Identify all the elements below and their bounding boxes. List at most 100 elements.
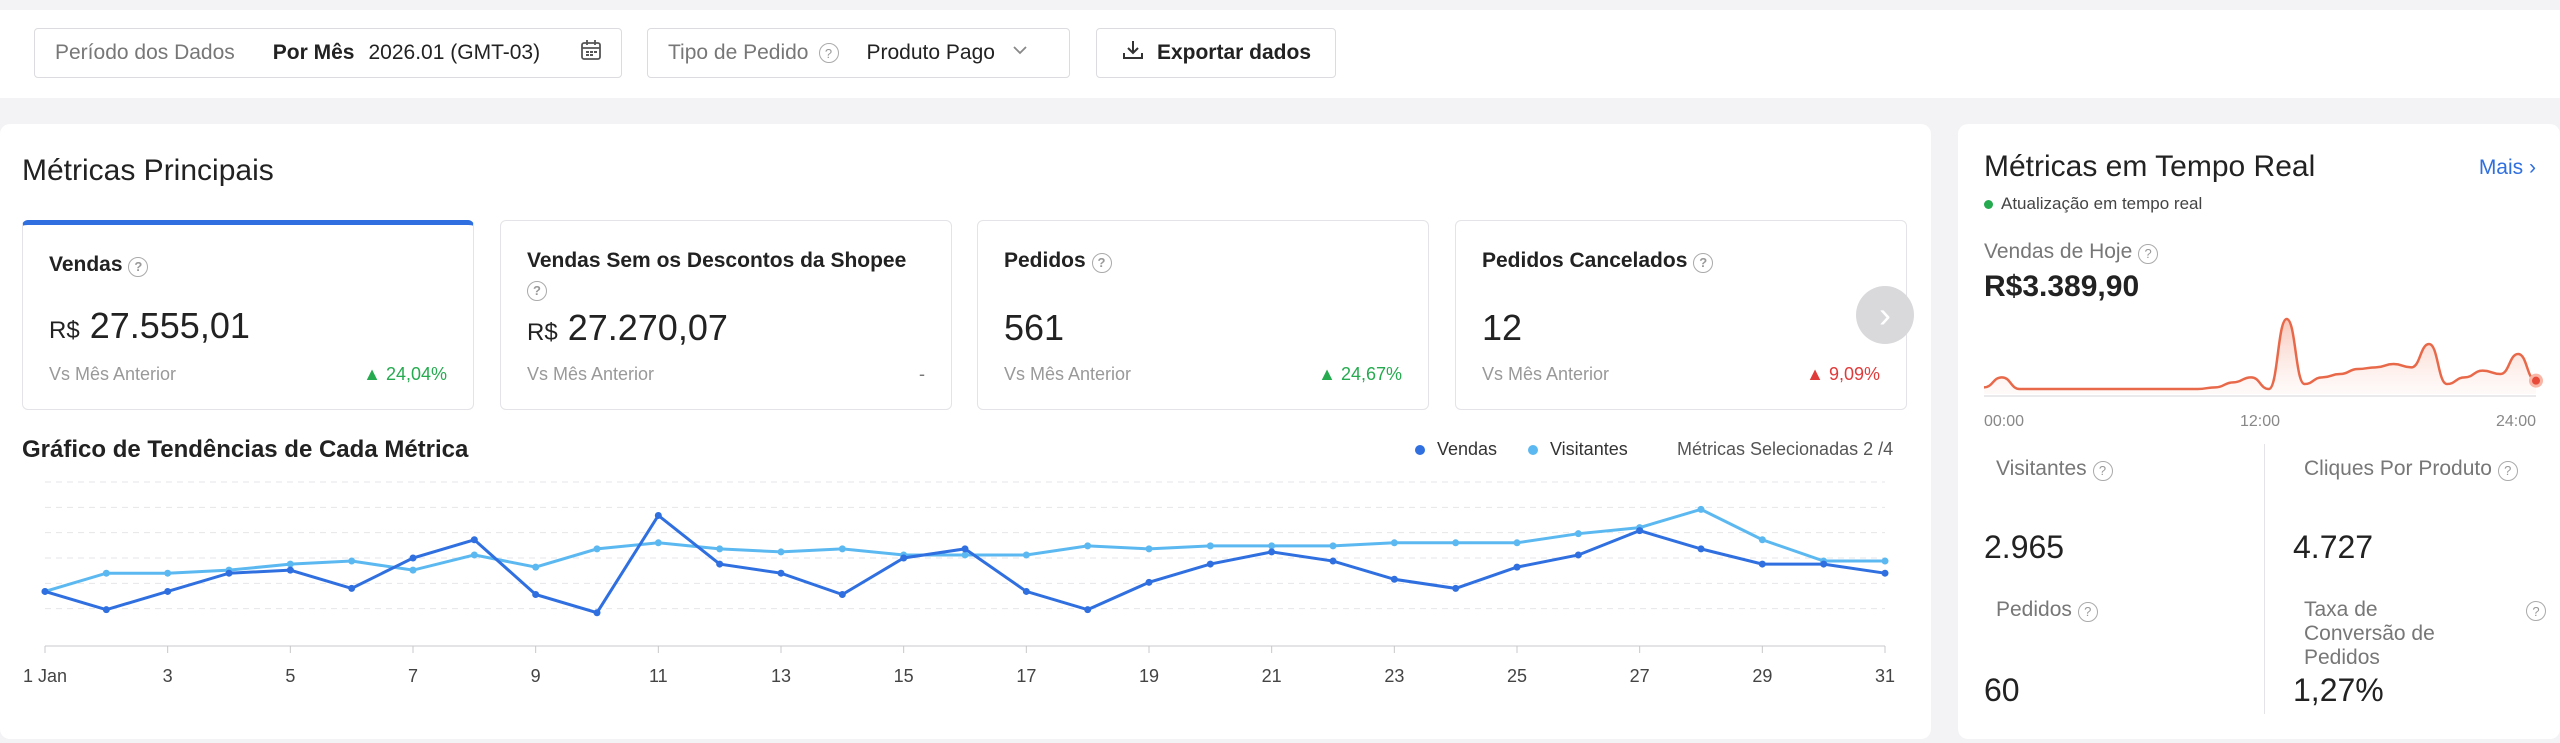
order-type-value: Produto Pago	[866, 41, 995, 64]
data-point-vendas	[1268, 548, 1276, 556]
period-mode: Por Mês	[272, 41, 355, 64]
next-cards-button[interactable]: ›	[1856, 286, 1914, 344]
metric-card-vendas[interactable]: Vendas ? R$ 27.555,01 Vs Mês Anterior ▲ …	[22, 220, 474, 410]
data-point-vendas	[1513, 563, 1521, 571]
x-tick-label: 7	[408, 666, 418, 686]
today-sales-sparkline: 00:00 12:00 24:00	[1983, 317, 2543, 430]
data-point-visitantes	[1881, 557, 1889, 565]
selected-metrics[interactable]: Métricas Selecionadas 2 /4	[1677, 439, 1894, 459]
period-value: 2026.01 (GMT-03)	[368, 41, 541, 64]
today-sales-label: Vendas de Hoje ?	[1984, 240, 2159, 264]
period-filter[interactable]: Período dos Dados Por Mês 2026.01 (GMT-0…	[34, 28, 622, 78]
sparkline-line	[1983, 317, 2537, 391]
x-tick-label: 25	[1507, 666, 1527, 686]
stat-label-text: Cliques Por Produto	[2304, 457, 2492, 480]
x-tick-label: 29	[1752, 666, 1772, 686]
card-currency: R$	[527, 319, 558, 346]
data-point-vendas	[470, 536, 478, 544]
data-point-vendas	[102, 606, 110, 614]
card-title: Pedidos	[1004, 249, 1086, 272]
help-icon[interactable]: ?	[128, 257, 149, 277]
chevron-right-icon: ›	[1879, 294, 1891, 335]
data-point-visitantes	[1513, 539, 1521, 547]
card-compare-label: Vs Mês Anterior	[49, 364, 177, 384]
data-point-visitantes	[777, 548, 785, 556]
card-title: Vendas	[49, 253, 123, 276]
x-tick-label: 23	[1384, 666, 1404, 686]
data-point-visitantes	[348, 557, 356, 565]
more-link[interactable]: Mais ›	[2479, 156, 2536, 180]
data-point-visitantes	[1329, 542, 1337, 550]
chevron-down-icon	[1011, 41, 1029, 65]
x-tick-label: 19	[1139, 666, 1159, 686]
legend-dot	[1415, 444, 1425, 455]
help-icon[interactable]: ?	[2497, 460, 2518, 481]
data-point-vendas	[348, 584, 356, 592]
realtime-title: Métricas em Tempo Real	[1984, 150, 2316, 183]
help-icon[interactable]: ?	[2077, 601, 2098, 622]
chevron-right-icon: ›	[2529, 156, 2536, 179]
data-point-visitantes	[593, 545, 601, 553]
realtime-panel: Métricas em Tempo Real Mais › Atualizaçã…	[1958, 124, 2560, 739]
x-tick-label: 15	[894, 666, 914, 686]
divider	[2264, 444, 2265, 714]
data-point-vendas	[838, 590, 846, 598]
x-tick-label: 1 Jan	[23, 666, 67, 686]
card-compare-label: Vs Mês Anterior	[527, 364, 655, 384]
metric-card-pedidos[interactable]: Pedidos ? 561 Vs Mês Anterior ▲ 24,67%	[977, 220, 1429, 410]
stat-value-visitantes: 2.965	[1984, 529, 2065, 565]
data-point-visitantes	[1084, 542, 1092, 550]
legend-vendas[interactable]: Vendas	[1415, 439, 1497, 460]
update-note: Atualização em tempo real	[1984, 194, 2202, 214]
data-point-vendas	[593, 609, 601, 617]
stat-value-pedidos: 60	[1984, 672, 2020, 708]
data-point-vendas	[961, 545, 969, 553]
today-label-text: Vendas de Hoje	[1984, 240, 2133, 263]
data-point-visitantes	[716, 545, 724, 553]
legend-visitantes[interactable]: Visitantes	[1528, 439, 1628, 460]
data-point-vendas	[900, 554, 908, 562]
x-tick-label: 9	[531, 666, 541, 686]
data-point-vendas	[1636, 527, 1644, 535]
data-point-vendas	[1329, 557, 1337, 565]
help-icon[interactable]: ?	[527, 281, 547, 301]
data-point-vendas	[225, 569, 233, 577]
trend-chart-title: Gráfico de Tendências de Cada Métrica	[22, 436, 469, 463]
card-change: ▲ 24,67%	[1318, 364, 1402, 384]
data-point-vendas	[1022, 587, 1030, 595]
legend-label: Vendas	[1437, 439, 1498, 459]
x-tick-label: 31	[1875, 666, 1895, 686]
card-change-value: 24,67%	[1340, 364, 1402, 384]
help-icon[interactable]: ?	[2526, 601, 2546, 621]
data-point-visitantes	[654, 539, 662, 547]
main-metrics-panel: Métricas Principais Vendas ? R$ 27.555,0…	[0, 124, 1931, 739]
metric-card-vendas-sem-descontos[interactable]: Vendas Sem os Descontos da Shopee? R$ 27…	[500, 220, 952, 410]
export-label: Exportar dados	[1156, 41, 1312, 64]
data-point-visitantes	[286, 560, 294, 568]
stat-label-text: Pedidos	[1996, 598, 2072, 621]
download-icon	[1121, 38, 1145, 68]
today-sales-value: R$3.389,90	[1984, 270, 2140, 303]
help-icon[interactable]: ?	[818, 43, 839, 63]
help-icon[interactable]: ?	[2138, 243, 2159, 264]
help-icon[interactable]: ?	[1091, 253, 1112, 273]
export-button[interactable]: Exportar dados	[1096, 28, 1336, 78]
data-point-vendas	[1697, 545, 1705, 553]
metric-card-pedidos-cancelados[interactable]: Pedidos Cancelados ? 12 Vs Mês Anterior …	[1455, 220, 1907, 410]
order-type-filter[interactable]: Tipo de Pedido ? Produto Pago	[647, 28, 1070, 78]
more-label: Mais	[2478, 156, 2524, 179]
help-icon[interactable]: ?	[2092, 460, 2113, 481]
data-point-vendas	[1390, 575, 1398, 583]
data-point-visitantes	[532, 563, 540, 571]
stat-label-cliques: Cliques Por Produto ?	[2304, 457, 2518, 481]
data-point-vendas	[777, 569, 785, 577]
data-point-vendas	[1452, 584, 1460, 592]
data-point-vendas	[532, 590, 540, 598]
card-title: Pedidos Cancelados	[1482, 249, 1688, 272]
calendar-icon[interactable]	[579, 38, 603, 68]
x-tick-label: 21	[1262, 666, 1282, 686]
card-change-value: 24,04%	[385, 364, 447, 384]
help-icon[interactable]: ?	[1693, 253, 1714, 273]
legend-dot	[1528, 444, 1538, 455]
card-change-value: 9,09%	[1828, 364, 1880, 384]
